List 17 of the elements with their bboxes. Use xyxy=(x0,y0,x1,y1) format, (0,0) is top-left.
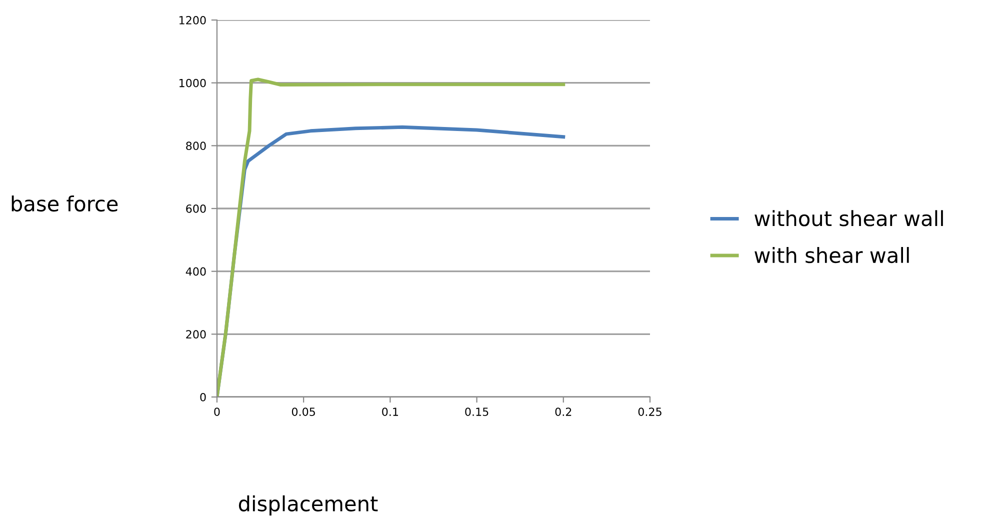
x-tick-label: 0.15 xyxy=(465,408,488,416)
x-axis-title: displacement xyxy=(238,495,378,516)
y-tick-label: 400 xyxy=(186,267,206,276)
y-tick-label: 1200 xyxy=(179,16,206,24)
x-tick-label: 0.05 xyxy=(292,408,315,416)
y-tick-label: 600 xyxy=(186,204,206,213)
legend-label: without shear wall xyxy=(754,210,943,226)
y-tick-label: 200 xyxy=(186,330,206,339)
x-tick-label: 0.25 xyxy=(638,408,662,416)
y-tick-label: 800 xyxy=(186,142,206,150)
x-tick-label: 0 xyxy=(214,408,220,416)
y-axis-title: base force xyxy=(12,195,118,212)
x-tick-label: 0.1 xyxy=(382,408,398,416)
y-tick-label: 0 xyxy=(200,392,206,402)
y-tick-label: 1000 xyxy=(179,78,206,88)
x-tick-label: 0.2 xyxy=(555,408,572,416)
legend-label: with shear wall xyxy=(754,247,909,264)
